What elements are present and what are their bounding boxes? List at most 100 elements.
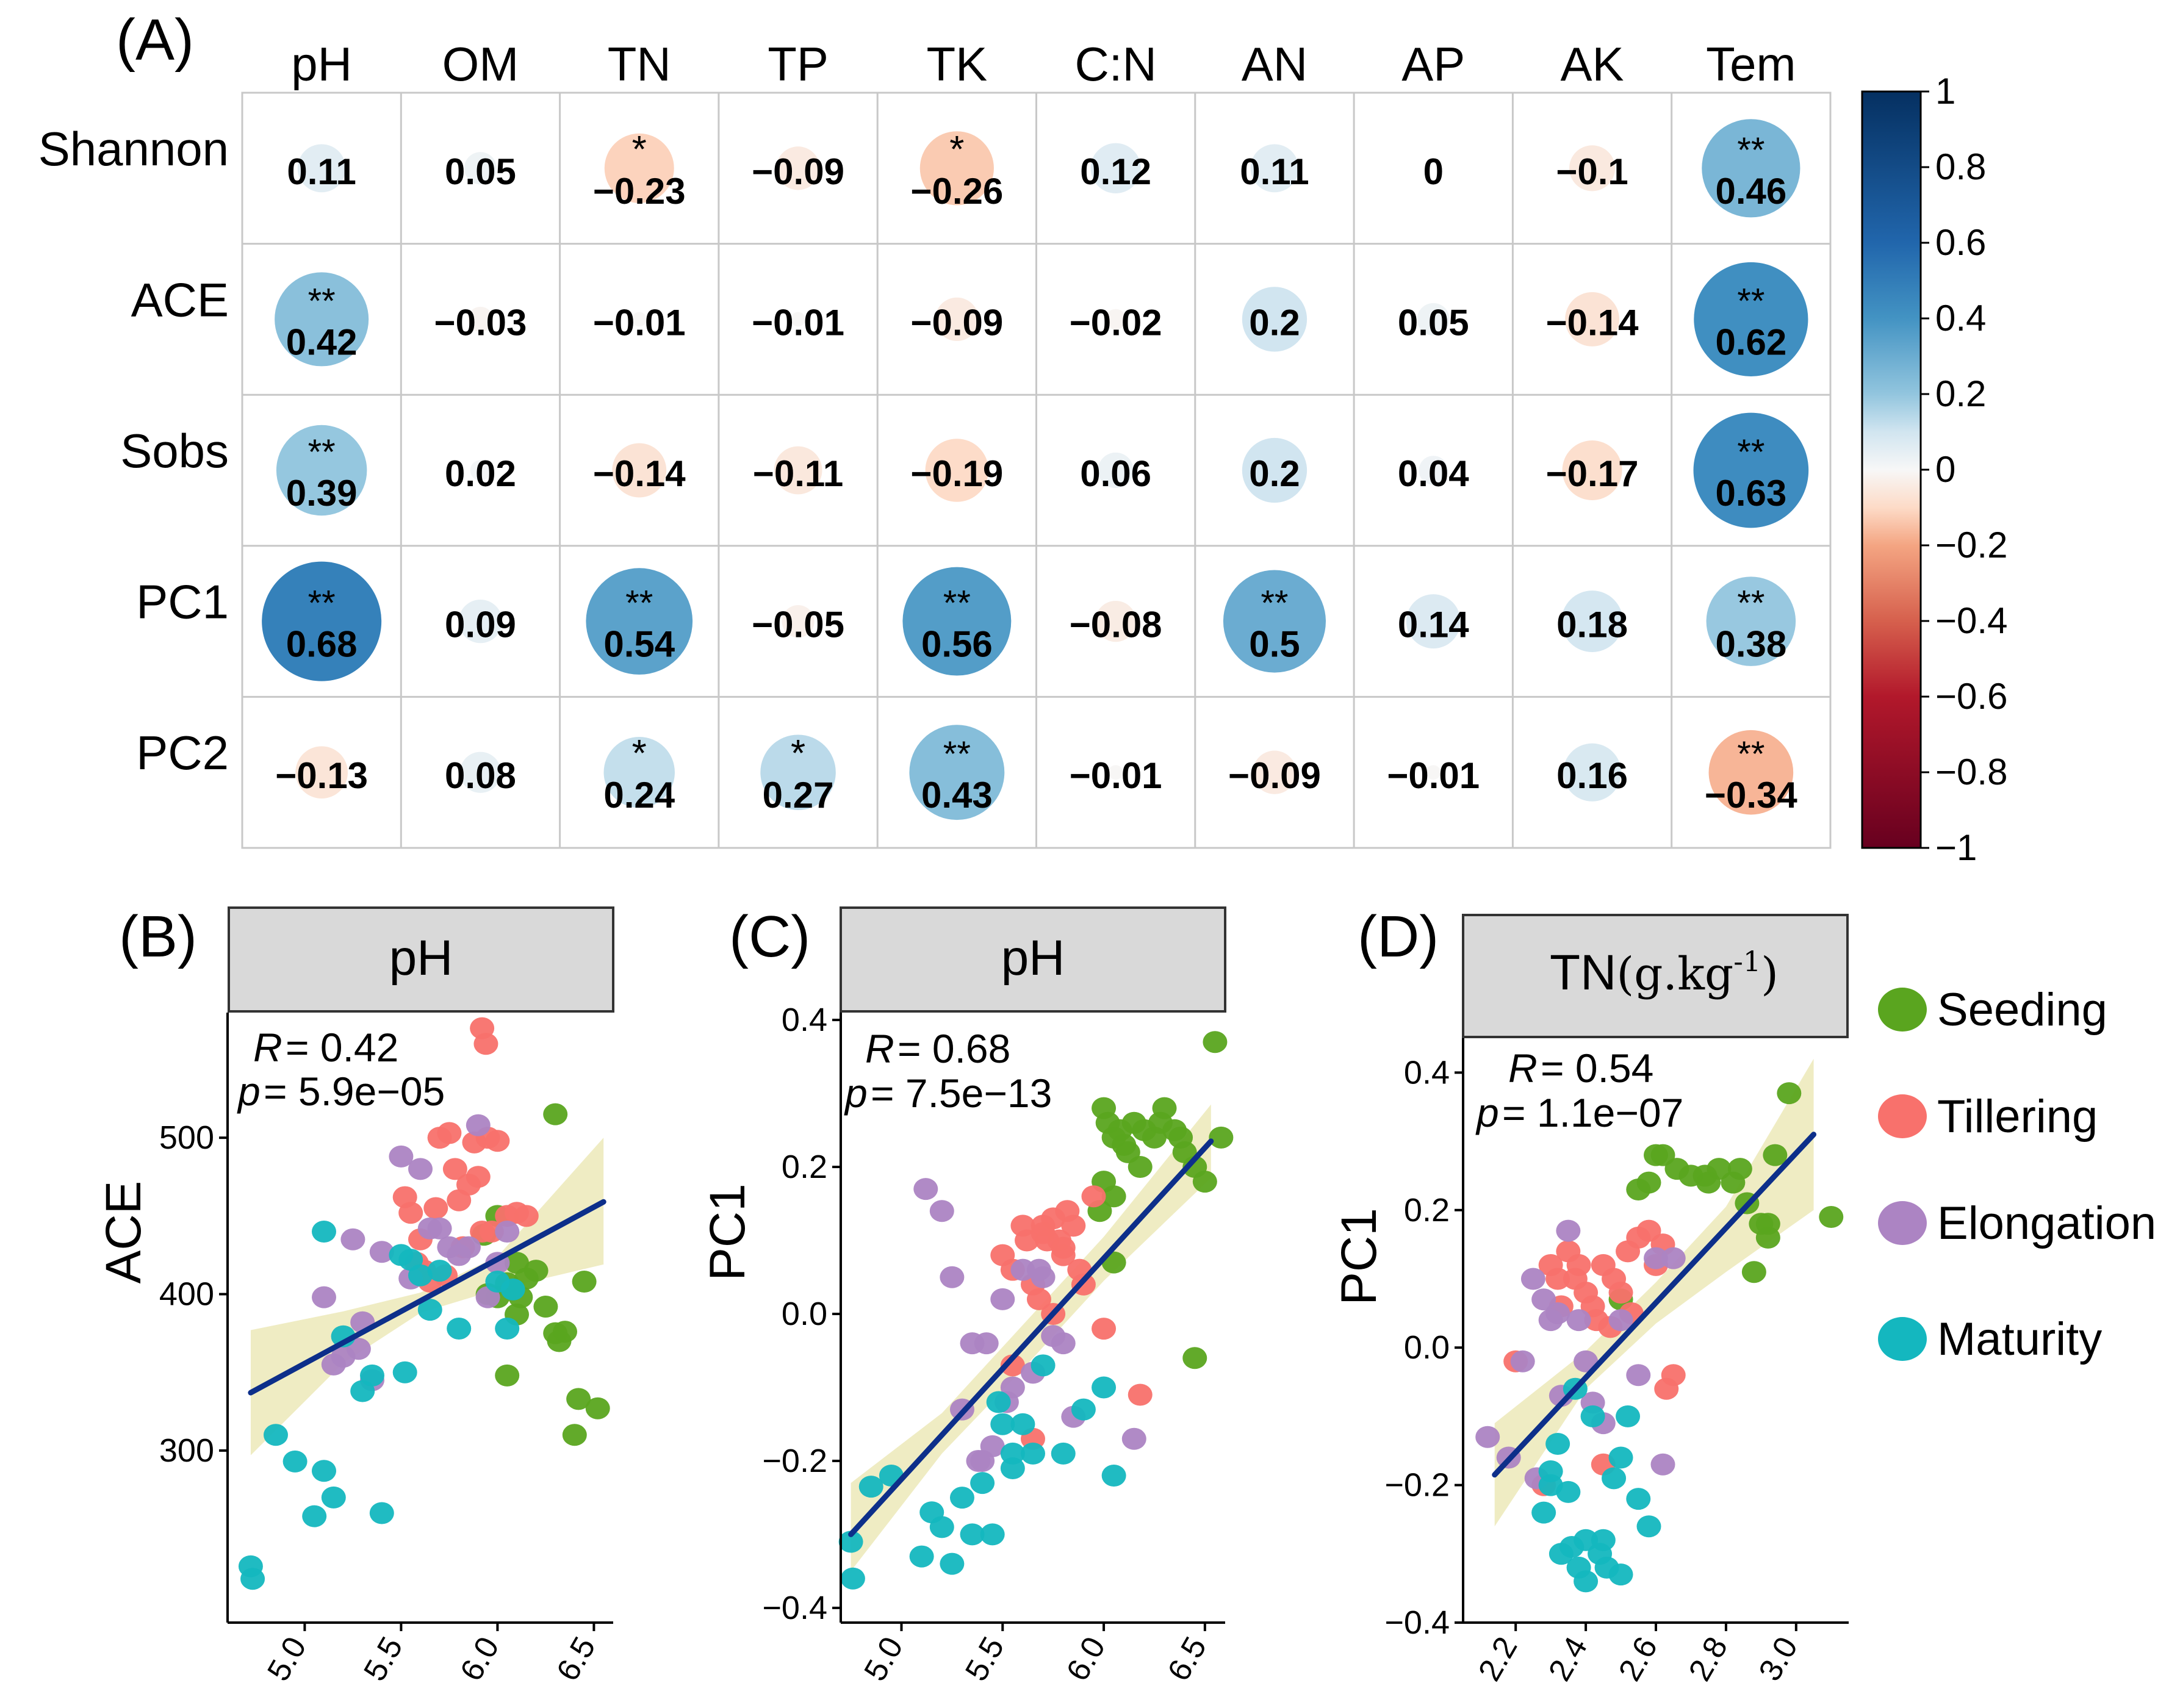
correlation-value: −0.05	[752, 605, 844, 645]
correlation-value: 0.68	[286, 624, 358, 665]
point-elongation	[980, 1435, 1005, 1457]
point-tillering	[466, 1166, 491, 1188]
point-tillering	[1061, 1215, 1086, 1237]
y-tick-label: 300	[159, 1432, 214, 1469]
correlation-circle	[603, 736, 675, 808]
y-tick-label: 0.2	[1404, 1192, 1450, 1229]
cell-pc2-ph: −0.13	[275, 746, 368, 799]
correlation-circle	[1242, 437, 1308, 503]
panel-d-p-value: = 1.1e−07	[1502, 1090, 1683, 1135]
point-seeding	[553, 1321, 577, 1343]
point-tillering	[442, 1158, 467, 1180]
cell-sobs-tk: −0.19	[910, 439, 1003, 502]
point-maturity	[1602, 1467, 1627, 1490]
significance-mark: *	[791, 733, 805, 775]
point-seeding	[1819, 1206, 1844, 1229]
significance-mark: **	[625, 584, 653, 623]
colorbar-tick-label: −1	[1935, 827, 1977, 868]
correlation-value: −0.14	[593, 453, 686, 494]
cell-pc2-tp: *0.27	[760, 733, 836, 816]
y-tick-label: 400	[159, 1276, 214, 1313]
panel-d-plot: 2.2 2.4 2.6 2.8 3.0 −0.4 −0.2 0.0 0.2 0.4	[1384, 1038, 1849, 1687]
y-tick-label: 0.2	[782, 1149, 827, 1185]
regression-line	[1492, 1132, 1817, 1478]
point-maturity	[369, 1502, 394, 1524]
point-maturity	[302, 1505, 327, 1527]
cell-ace-ph: **0.42	[275, 272, 369, 367]
cell-pc2-om: 0.08	[445, 752, 516, 796]
point-maturity	[447, 1317, 472, 1340]
cell-pc1-tem: **0.38	[1706, 576, 1796, 666]
x-tick-label: 2.8	[1682, 1631, 1735, 1687]
panel-b-ylabel: ACE	[96, 1181, 151, 1284]
point-maturity	[940, 1552, 965, 1575]
correlation-circle	[1406, 594, 1461, 649]
significance-mark: *	[949, 129, 964, 171]
point-elongation	[1051, 1332, 1076, 1355]
correlation-circle	[791, 312, 805, 327]
point-seeding	[1192, 1171, 1217, 1193]
panel-c-strip	[840, 906, 1226, 1013]
point-maturity	[282, 1450, 308, 1473]
regression-line	[848, 1138, 1214, 1537]
correlation-value: 0.27	[763, 775, 834, 816]
correlation-circle	[1090, 143, 1141, 193]
panel-b: (B) pH ACE 5.0 5.5 6.0 6.5 300 400 500 R = 0.4…	[96, 904, 614, 1687]
point-maturity	[1591, 1529, 1616, 1551]
point-maturity	[1071, 1398, 1096, 1421]
x-tick-label: 6.5	[1161, 1631, 1214, 1687]
correlation-circle	[919, 131, 994, 206]
cell-ace-tn: −0.01	[593, 302, 686, 343]
legend-label: Elongation	[1937, 1197, 2156, 1249]
correlation-circle	[1242, 287, 1308, 352]
correlation-circle	[1693, 412, 1809, 528]
cell-pc1-c-n: −0.08	[1070, 600, 1162, 645]
cell-shannon-ap: 0	[1423, 151, 1444, 192]
cell-pc1-an: **0.5	[1223, 570, 1326, 673]
point-elongation	[1520, 1268, 1545, 1290]
significance-mark: **	[1261, 584, 1288, 623]
point-elongation	[1026, 1258, 1051, 1281]
point-seeding	[1644, 1144, 1668, 1166]
point-maturity	[417, 1299, 442, 1321]
point-maturity	[980, 1523, 1005, 1546]
legend-swatch	[1878, 988, 1927, 1032]
correlation-circle	[1095, 600, 1137, 642]
point-seeding	[562, 1424, 587, 1446]
point-tillering	[1608, 1282, 1633, 1304]
cell-shannon-ak: −0.1	[1556, 145, 1628, 192]
column-label-ap: AP	[1401, 37, 1465, 91]
point-elongation	[1574, 1350, 1599, 1372]
correlation-circle	[586, 568, 693, 675]
legend-item-elongation: Elongation	[1878, 1197, 2156, 1249]
point-maturity	[1031, 1354, 1056, 1377]
correlation-circle	[276, 425, 367, 516]
point-maturity	[360, 1364, 384, 1387]
panel-b-p-value: = 5.9e−05	[264, 1069, 445, 1114]
point-elongation	[466, 1114, 491, 1136]
panel-d-strip-unit-exp: -1	[1733, 945, 1761, 978]
panel-a: (A) pH OM TN TP TK C:N AN AP AK Tem Shannon ACE Sob…	[38, 7, 2008, 868]
point-maturity	[427, 1260, 452, 1282]
panel-d-label: (D)	[1358, 904, 1439, 969]
x-tick-label: 6.5	[550, 1631, 602, 1687]
point-tillering	[437, 1122, 462, 1144]
colorbar-tick-label: −0.4	[1935, 600, 2007, 641]
panel-d-strip-title: TN(g.kg-1)	[1550, 945, 1779, 1000]
panel-d-stats: R = 0.54 p = 1.1e−07	[1475, 1046, 1683, 1135]
point-maturity	[1010, 1413, 1035, 1435]
cell-pc1-ak: 0.18	[1556, 590, 1628, 653]
point-elongation	[369, 1241, 394, 1263]
correlation-value: −0.23	[593, 171, 686, 212]
cell-shannon-tp: −0.09	[752, 146, 844, 192]
point-seeding	[1626, 1178, 1651, 1200]
point-maturity	[1101, 1465, 1126, 1487]
y-tick-label: −0.2	[762, 1443, 827, 1479]
correlation-circle	[1426, 765, 1441, 780]
point-tillering	[1128, 1383, 1153, 1406]
y-tick-label: 0.0	[782, 1296, 827, 1332]
heatmap-column-labels: pH OM TN TP TK C:N AN AP AK Tem	[291, 37, 1796, 91]
y-tick-label: −0.4	[1384, 1604, 1450, 1641]
point-elongation	[321, 1353, 346, 1376]
